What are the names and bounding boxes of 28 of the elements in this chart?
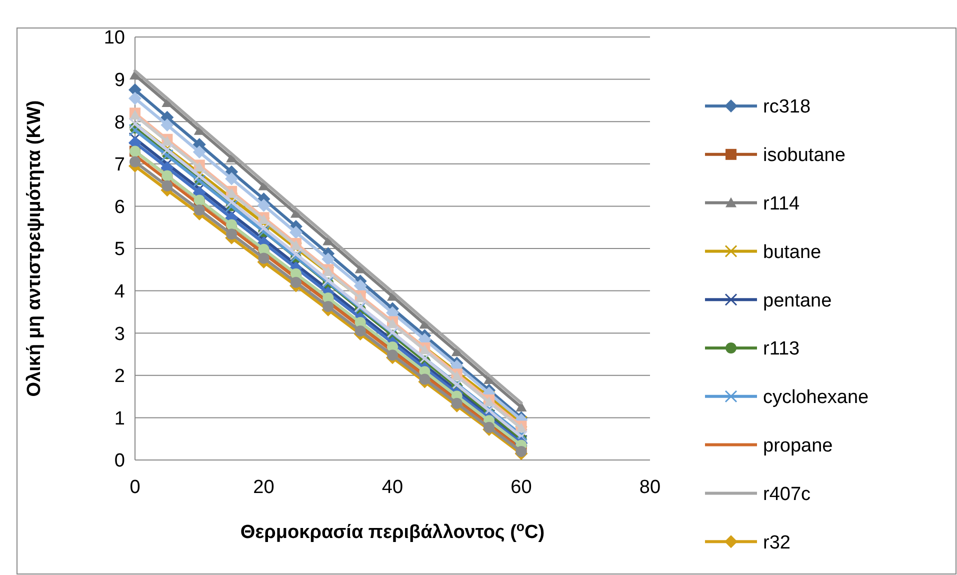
y-tick-label: 7 bbox=[114, 154, 125, 176]
y-tick-label: 1 bbox=[114, 408, 125, 430]
x-tick-label: 80 bbox=[639, 477, 661, 498]
y-tick-label: 9 bbox=[114, 70, 125, 91]
y-tick-label: 3 bbox=[114, 324, 125, 345]
legend-label: propane bbox=[763, 435, 833, 456]
legend-label: r32 bbox=[763, 532, 790, 554]
x-tick-label: 20 bbox=[253, 477, 274, 498]
y-tick-label: 6 bbox=[114, 196, 125, 218]
y-axis-title: Ολική μη αντιστρεψιμότητα (KW) bbox=[24, 100, 45, 397]
legend-label: butane bbox=[763, 242, 822, 263]
x-axis-title: Θερμοκρασία περιβάλλοντος ($^{o}$C) bbox=[240, 518, 545, 543]
x-tick-label: 0 bbox=[130, 477, 140, 498]
x-tick-label: 40 bbox=[382, 477, 404, 498]
y-tick-label: 5 bbox=[114, 239, 125, 260]
legend-label: r407c bbox=[763, 484, 811, 505]
legend-label: pentane bbox=[763, 290, 832, 312]
legend-label: cyclohexane bbox=[763, 387, 869, 408]
legend-label: r114 bbox=[763, 193, 800, 214]
legend-label: r113 bbox=[763, 338, 800, 360]
y-tick-label: 2 bbox=[114, 366, 125, 388]
y-tick-label: 0 bbox=[114, 450, 125, 472]
legend-label: rc318 bbox=[763, 96, 811, 118]
x-tick-label: 60 bbox=[510, 477, 532, 498]
y-tick-label: 8 bbox=[114, 112, 125, 134]
y-tick-label: 4 bbox=[114, 281, 126, 302]
legend-label: isobutane bbox=[763, 145, 846, 166]
y-tick-label: 10 bbox=[104, 28, 125, 49]
